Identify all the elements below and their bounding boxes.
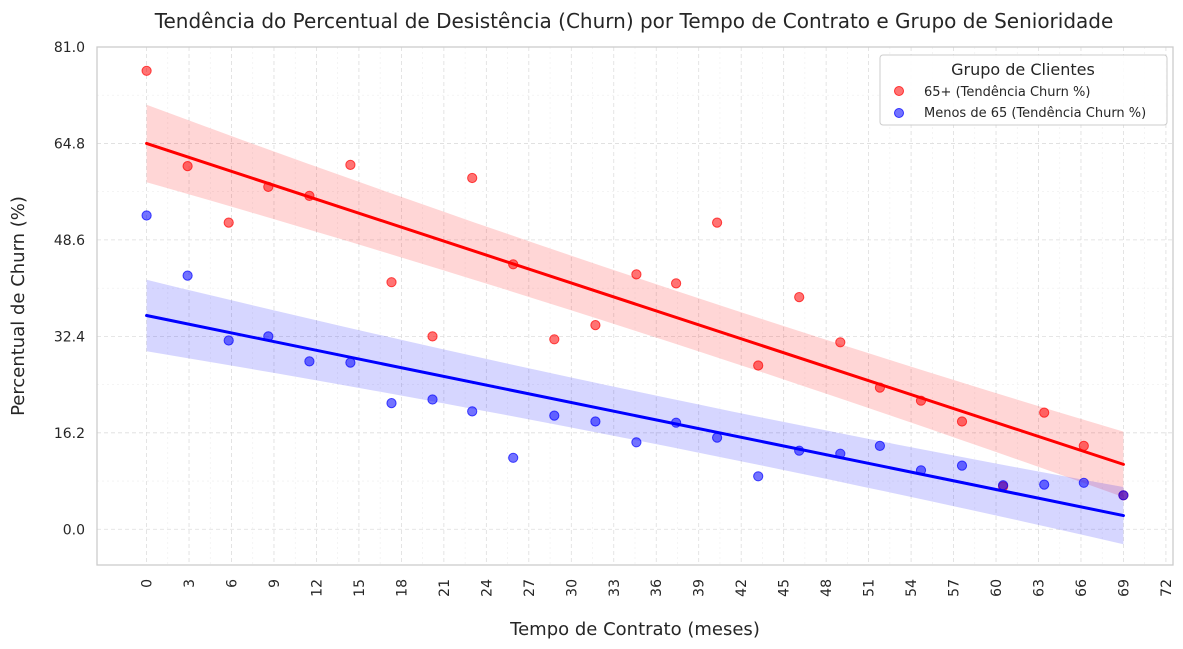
data-point-series-1 xyxy=(956,460,968,471)
x-tick-label: 3 xyxy=(182,579,198,588)
x-tick-label: 30 xyxy=(564,579,580,597)
data-point-series-1 xyxy=(223,335,234,346)
x-tick-label: 63 xyxy=(1032,579,1048,597)
x-tick-label: 27 xyxy=(522,579,538,597)
y-tick-label: 16.2 xyxy=(54,426,85,442)
x-tick-label: 39 xyxy=(692,579,708,597)
y-axis-label: Percentual de Churn (%) xyxy=(8,196,29,416)
trend-line-0 xyxy=(145,141,1125,466)
y-tick-label: 0.0 xyxy=(63,522,85,538)
x-tick-label: 42 xyxy=(734,579,750,597)
data-point-series-0 xyxy=(753,360,764,371)
x-tick-label: 9 xyxy=(267,579,283,588)
x-tick-label: 51 xyxy=(862,579,878,597)
confidence-band-0 xyxy=(146,104,1124,498)
x-tick-label: 45 xyxy=(777,579,793,597)
data-point-series-0 xyxy=(590,320,601,331)
x-tick-label: 21 xyxy=(437,579,453,597)
legend-frame xyxy=(879,54,1168,126)
plot-border xyxy=(96,46,1174,566)
data-point-series-1 xyxy=(182,270,193,281)
data-point-series-0 xyxy=(549,334,560,345)
x-tick-label: 36 xyxy=(649,579,665,597)
data-point-series-0 xyxy=(712,217,723,228)
x-tick-label: 6 xyxy=(225,579,241,588)
data-point-series-1 xyxy=(549,410,560,421)
legend-marker-65plus xyxy=(894,86,904,96)
y-tick-label: 32.4 xyxy=(54,329,85,345)
data-point-series-0 xyxy=(427,331,438,342)
data-point-series-1 xyxy=(386,398,397,409)
x-axis-ticks: 0 3 6 9 12 15 18 21 24 27 30 33 36 39 42 45 48 51 54 57 60 63… xyxy=(140,579,1175,597)
data-point-series-0 xyxy=(223,217,234,228)
data-point-series-1 xyxy=(1039,479,1050,490)
data-point-series-0 xyxy=(794,292,805,303)
data-point-series-1 xyxy=(304,356,315,367)
data-point-series-1 xyxy=(631,437,642,448)
x-axis-label: Tempo de Contrato (meses) xyxy=(509,619,760,640)
data-point-series-0 xyxy=(1039,407,1050,418)
data-point-series-0 xyxy=(467,172,478,184)
y-tick-label: 81.0 xyxy=(54,40,85,56)
data-point-series-1 xyxy=(874,440,886,451)
legend-label-65plus: 65+ (Tendência Churn %) xyxy=(924,85,1090,100)
x-tick-label: 33 xyxy=(607,579,623,597)
data-point-series-0 xyxy=(386,277,397,288)
data-point-series-1 xyxy=(753,471,764,482)
data-point-series-0 xyxy=(956,416,968,427)
x-tick-label: 0 xyxy=(140,579,156,588)
x-tick-label: 72 xyxy=(1159,579,1175,597)
legend-marker-under65 xyxy=(894,108,904,118)
x-tick-label: 24 xyxy=(479,579,495,597)
x-tick-label: 60 xyxy=(989,579,1005,597)
x-tick-label: 18 xyxy=(394,579,410,597)
y-tick-label: 48.6 xyxy=(54,233,85,249)
x-tick-label: 15 xyxy=(352,579,368,597)
legend: Grupo de Clientes 65+ (Tendência Churn %… xyxy=(879,54,1168,126)
data-point-series-0 xyxy=(631,269,642,280)
grid xyxy=(97,46,1173,565)
x-tick-label: 12 xyxy=(309,579,325,597)
confidence-bands xyxy=(146,104,1124,545)
data-point-series-0 xyxy=(835,337,846,348)
trend-line-1 xyxy=(145,314,1125,518)
x-tick-label: 69 xyxy=(1116,579,1132,597)
data-point-series-0 xyxy=(345,159,356,170)
legend-title: Grupo de Clientes xyxy=(951,60,1095,79)
x-tick-label: 57 xyxy=(947,579,963,597)
data-point-series-1 xyxy=(998,480,1009,491)
x-tick-label: 66 xyxy=(1074,579,1090,597)
x-tick-label: 54 xyxy=(904,579,920,597)
data-point-series-0 xyxy=(182,161,193,172)
data-point-series-1 xyxy=(427,394,438,405)
data-point-series-1 xyxy=(467,406,478,417)
chart-title: Tendência do Percentual de Desistência (… xyxy=(154,9,1114,33)
data-point-series-0 xyxy=(141,65,152,76)
data-point-series-1 xyxy=(1078,477,1089,488)
data-point-series-1 xyxy=(508,452,519,463)
x-tick-label: 48 xyxy=(819,579,835,597)
confidence-band-1 xyxy=(146,279,1124,545)
data-point-series-1 xyxy=(141,210,152,221)
data-point-series-1 xyxy=(590,416,601,427)
trend-lines xyxy=(145,141,1125,518)
data-point-series-1 xyxy=(1118,490,1129,501)
data-point-series-0 xyxy=(671,278,682,289)
legend-label-under65: Menos de 65 (Tendência Churn %) xyxy=(924,106,1146,121)
y-axis-ticks: 0.0 16.2 32.4 48.6 64.8 81.0 xyxy=(54,40,85,538)
y-tick-label: 64.8 xyxy=(54,136,85,152)
